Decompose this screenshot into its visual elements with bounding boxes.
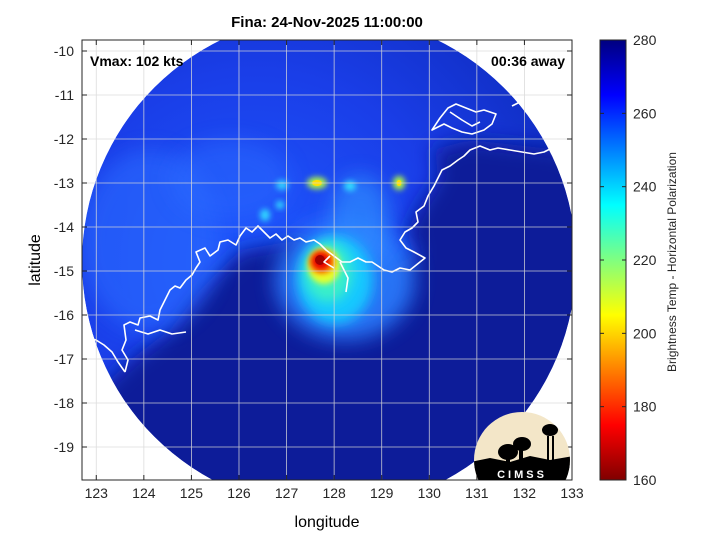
x-tick-label: 124 bbox=[132, 485, 156, 501]
y-tick-label: -12 bbox=[54, 131, 74, 147]
plot-title: Fina: 24-Nov-2025 11:00:00 bbox=[231, 14, 423, 31]
colorbar-tick-label: 160 bbox=[633, 472, 657, 488]
colorbar: 280 260 240 220 200 180 160 Brightness Temp - … bbox=[599, 32, 679, 488]
y-tick-label: -16 bbox=[54, 307, 74, 323]
colorbar-tick-label: 200 bbox=[633, 325, 657, 341]
x-tick-label: 129 bbox=[370, 485, 394, 501]
x-tick-label: 128 bbox=[322, 485, 346, 501]
microwave-swath bbox=[82, 40, 572, 480]
y-axis-label: latitude bbox=[27, 234, 44, 286]
colorbar-tick-label: 280 bbox=[633, 32, 657, 48]
logo-text: CIMSS bbox=[497, 469, 547, 481]
y-tick-label: -15 bbox=[54, 263, 74, 279]
coastline bbox=[87, 43, 561, 373]
axes-frame bbox=[81, 39, 573, 481]
x-tick-label: 123 bbox=[85, 485, 109, 501]
x-axis-label: longitude bbox=[295, 514, 360, 531]
vmax-annotation: Vmax: 102 kts bbox=[90, 53, 184, 69]
storm-convection bbox=[260, 175, 415, 340]
x-tick-label: 130 bbox=[418, 485, 442, 501]
y-tick-label: -13 bbox=[54, 175, 74, 191]
colorbar-tick-label: 240 bbox=[633, 179, 657, 195]
x-tick-label: 126 bbox=[227, 485, 251, 501]
x-tick-label: 133 bbox=[560, 485, 584, 501]
y-tick-label: -14 bbox=[54, 219, 74, 235]
grid-lines bbox=[82, 40, 572, 480]
y-tick-label: -11 bbox=[55, 87, 74, 103]
colorbar-tick-label: 220 bbox=[633, 252, 657, 268]
colorbar-tick-label: 180 bbox=[633, 399, 657, 415]
colorbar-gradient bbox=[600, 40, 626, 480]
y-tick-label: -10 bbox=[54, 43, 74, 59]
colorbar-label: Brightness Temp - Horizontal Polarizatio… bbox=[665, 152, 679, 372]
colorbar-tick-label: 260 bbox=[633, 105, 657, 121]
y-tick-label: -17 bbox=[54, 351, 74, 367]
y-tick-label: -18 bbox=[54, 395, 74, 411]
x-tick-label: 127 bbox=[275, 485, 299, 501]
plot-area bbox=[82, 40, 572, 480]
x-tick-label: 125 bbox=[180, 485, 204, 501]
x-tick-label: 132 bbox=[513, 485, 537, 501]
y-tick-label: -19 bbox=[54, 439, 74, 455]
time-away-annotation: 00:36 away bbox=[491, 53, 565, 69]
x-tick-label: 131 bbox=[465, 485, 489, 501]
axis-ticks: 123 124 125 126 127 128 129 130 131 132 133 -10 -11 -… bbox=[54, 40, 584, 501]
